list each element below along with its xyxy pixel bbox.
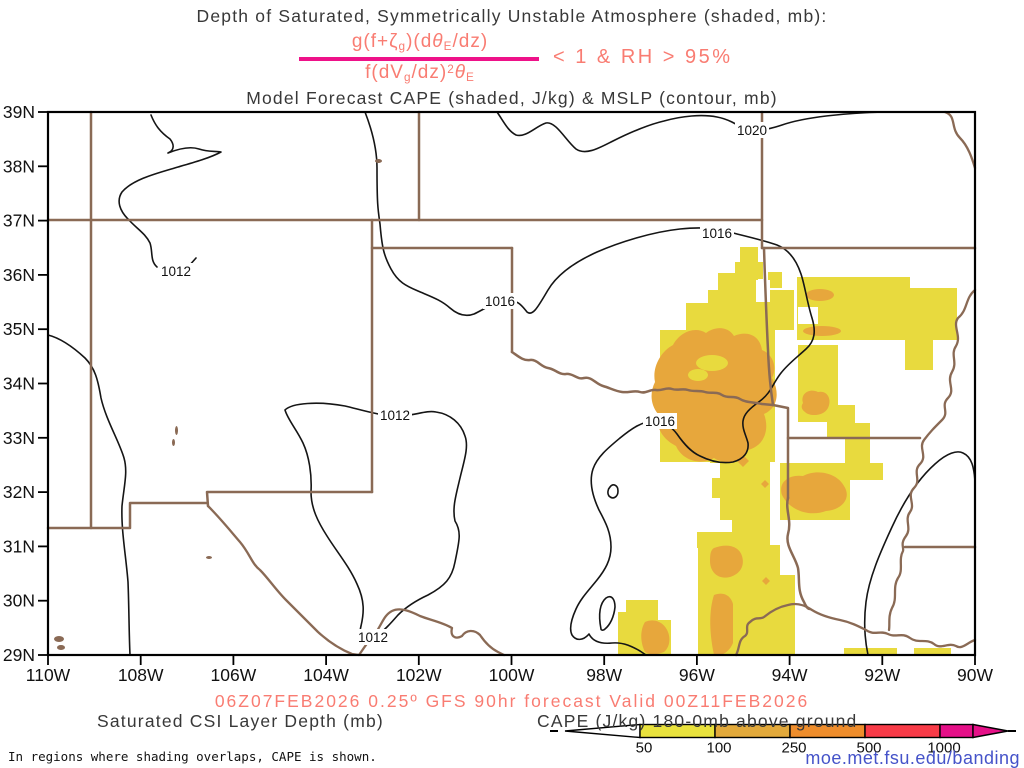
lon-tick-label: 108W — [118, 665, 164, 685]
lat-tick-label: 37N — [3, 211, 35, 231]
site-url-link[interactable]: moe.met.fsu.edu/banding — [805, 748, 1020, 768]
colorbar-tick-label: 50 — [636, 740, 653, 757]
colorbar-tick-label: 100 — [706, 740, 731, 757]
lon-tick-label: 94W — [772, 665, 808, 685]
formula-fraction-bar — [299, 57, 539, 61]
lon-tick-label: 110W — [26, 665, 71, 685]
lon-tick-label: 100W — [489, 665, 535, 685]
isobar-label: 1020 — [737, 123, 767, 138]
lat-tick-label: 36N — [3, 265, 35, 285]
lon-tick-label: 98W — [586, 665, 622, 685]
lat-tick-label: 33N — [3, 428, 35, 448]
lon-tick-label: 92W — [864, 665, 900, 685]
cape-legend-caption: CAPE (J/kg) 180-0mb above ground — [537, 711, 858, 731]
lon-tick-label: 104W — [303, 665, 349, 685]
colorbar-tick-label: 250 — [781, 740, 806, 757]
colorbar-tick-label: 1000 — [927, 740, 960, 757]
page-title: Depth of Saturated, Symmetrically Unstab… — [196, 6, 828, 26]
lon-tick-label: 96W — [679, 665, 715, 685]
lat-tick-label: 29N — [3, 645, 35, 665]
map-subtitle: Model Forecast CAPE (shaded, J/kg) & MSL… — [246, 88, 778, 108]
isobar-label: 1016 — [645, 414, 675, 429]
lat-tick-label: 34N — [3, 374, 35, 394]
lon-tick-label: 102W — [396, 665, 442, 685]
overlap-note: In regions where shading overlaps, CAPE … — [8, 749, 377, 764]
isobar-labels-layer: 1012 1016 1016 1020 1012 1016 1012 — [159, 122, 769, 645]
isobar-1016 — [364, 111, 976, 656]
isobar-label: 1012 — [358, 630, 388, 645]
isobar-label: 1012 — [380, 408, 410, 423]
mslp-contours-layer — [47, 111, 976, 656]
csi-legend-caption: Saturated CSI Layer Depth (mb) — [97, 711, 384, 731]
formula-numerator: g(f+ζg)(dθE/dz) — [351, 31, 489, 53]
isobar-label: 1012 — [161, 264, 191, 279]
isobar-label: 1016 — [702, 226, 732, 241]
cape-colorbar: 50 100 250 500 1000 — [550, 723, 1016, 757]
lon-tick-label: 90W — [957, 665, 993, 685]
formula-condition: < 1 & RH > 95% — [553, 46, 733, 68]
lon-tick-label: 106W — [211, 665, 257, 685]
isobar-1012 — [284, 402, 468, 641]
lat-tick-label: 30N — [3, 591, 35, 611]
csi-shading-layer — [641, 289, 847, 655]
formula-denominator: f(dVg/dz)2θE — [365, 62, 475, 84]
isobar-1016 — [598, 595, 616, 631]
lat-tick-label: 39N — [3, 102, 35, 122]
lat-tick-label: 31N — [3, 536, 35, 556]
colorbar-tick-label: 500 — [856, 740, 881, 757]
lat-tick-label: 35N — [3, 319, 35, 339]
isobar-1012 — [118, 114, 222, 268]
isobar-1012 — [47, 334, 131, 656]
forecast-valid-line: 06Z07FEB2026 0.25º GFS 90hr forecast Val… — [214, 691, 810, 711]
isobar-1020 — [496, 111, 886, 153]
isobar-label: 1016 — [485, 294, 515, 309]
lat-tick-label: 38N — [3, 156, 35, 176]
isobar-1016 — [607, 484, 619, 499]
lat-tick-label: 32N — [3, 482, 35, 502]
